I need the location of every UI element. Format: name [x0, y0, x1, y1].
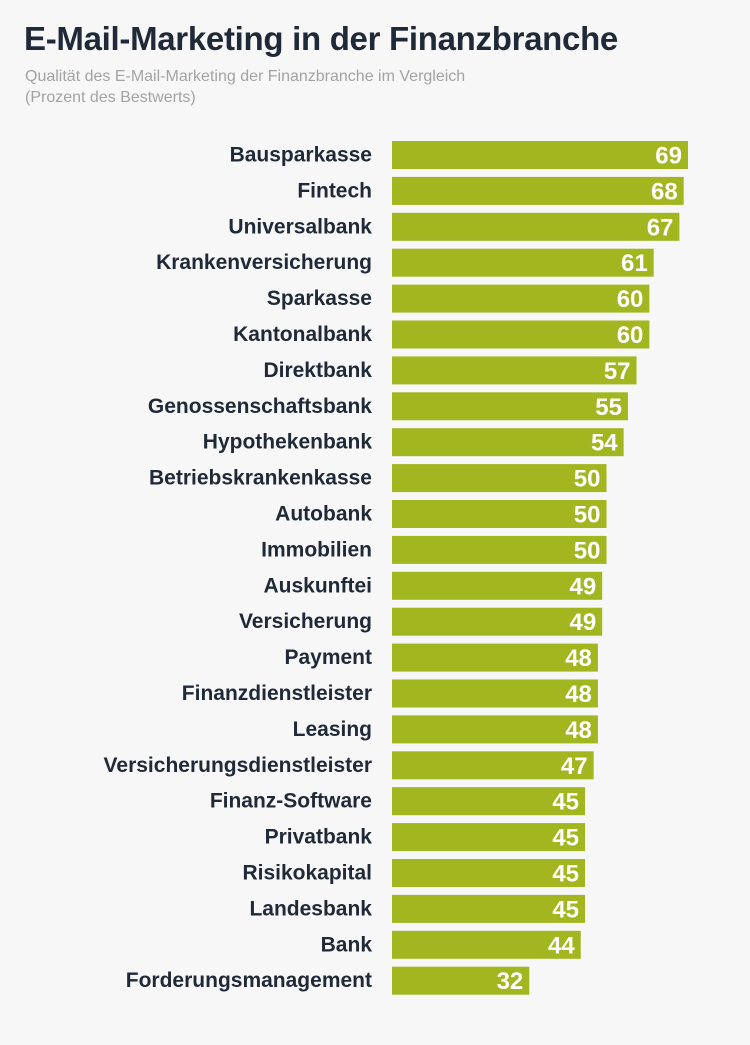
value-label: 67 [647, 214, 674, 241]
category-label: Betriebskrankenkasse [149, 467, 372, 490]
bar [392, 607, 603, 636]
value-label: 32 [497, 968, 524, 995]
category-label: Immobilien [261, 538, 372, 561]
value-label: 50 [574, 537, 601, 564]
value-label: 68 [651, 178, 678, 205]
bar [392, 356, 637, 385]
value-label: 47 [561, 753, 588, 780]
bar [392, 930, 581, 959]
bar [392, 715, 598, 744]
bar [392, 428, 624, 457]
bar [392, 571, 603, 600]
category-label: Forderungsmanagement [126, 969, 372, 992]
value-label: 45 [552, 861, 579, 888]
category-label: Leasing [293, 718, 372, 741]
value-label: 60 [617, 286, 644, 313]
value-label: 45 [552, 825, 579, 852]
bar [392, 500, 607, 528]
value-label: 54 [591, 430, 618, 457]
bar [392, 679, 598, 708]
value-label: 48 [565, 681, 592, 708]
value-label: 50 [574, 466, 601, 493]
value-label: 44 [548, 932, 575, 959]
category-label: Versicherungsdienstleister [104, 754, 372, 777]
category-label: Direktbank [263, 359, 372, 382]
bar [392, 894, 586, 923]
category-label: Universalbank [228, 215, 372, 238]
value-label: 69 [655, 143, 682, 170]
value-label: 57 [604, 358, 631, 385]
value-label: 48 [565, 645, 592, 672]
bar [392, 823, 586, 852]
bar [392, 535, 607, 564]
category-label: Privatbank [265, 826, 373, 849]
category-label: Fintech [297, 179, 372, 202]
value-label: 60 [617, 322, 644, 349]
category-label: Versicherung [239, 610, 372, 633]
category-label: Auskunftei [263, 574, 372, 597]
bar [392, 464, 607, 493]
bar [392, 212, 680, 241]
bar [392, 176, 684, 205]
chart-title: E-Mail-Marketing in der Finanzbranche [24, 20, 618, 57]
bar [392, 284, 650, 313]
category-label: Landesbank [249, 897, 372, 920]
bar [392, 859, 586, 887]
category-label: Kantonalbank [233, 323, 372, 346]
bar [392, 643, 598, 672]
category-label: Krankenversicherung [156, 251, 372, 274]
value-label: 45 [552, 789, 579, 816]
category-label: Hypothekenbank [203, 431, 373, 454]
category-label: Finanzdienstleister [182, 682, 372, 705]
bar [392, 248, 654, 277]
category-label: Bank [321, 933, 373, 956]
category-label: Autobank [275, 503, 372, 526]
bar [392, 392, 628, 421]
category-label: Genossenschaftsbank [148, 395, 372, 418]
chart-subtitle-line-2: (Prozent des Bestwerts) [25, 89, 196, 106]
chart-subtitle-line-1: Qualität des E-Mail-Marketing der Finanz… [25, 68, 466, 85]
category-label: Finanz-Software [210, 790, 372, 813]
category-label: Risikokapital [242, 862, 372, 885]
category-label: Sparkasse [267, 287, 372, 310]
value-label: 49 [569, 573, 596, 600]
value-label: 50 [574, 502, 601, 529]
bar [392, 141, 688, 169]
bar [392, 751, 594, 780]
value-label: 45 [552, 896, 579, 923]
bar [392, 966, 530, 995]
value-label: 49 [569, 609, 596, 636]
value-label: 61 [621, 250, 648, 277]
value-label: 55 [595, 394, 622, 421]
category-label: Bausparkasse [230, 144, 372, 167]
category-label: Payment [284, 646, 372, 669]
value-label: 48 [565, 717, 592, 744]
bar [392, 787, 586, 816]
bar [392, 320, 650, 349]
